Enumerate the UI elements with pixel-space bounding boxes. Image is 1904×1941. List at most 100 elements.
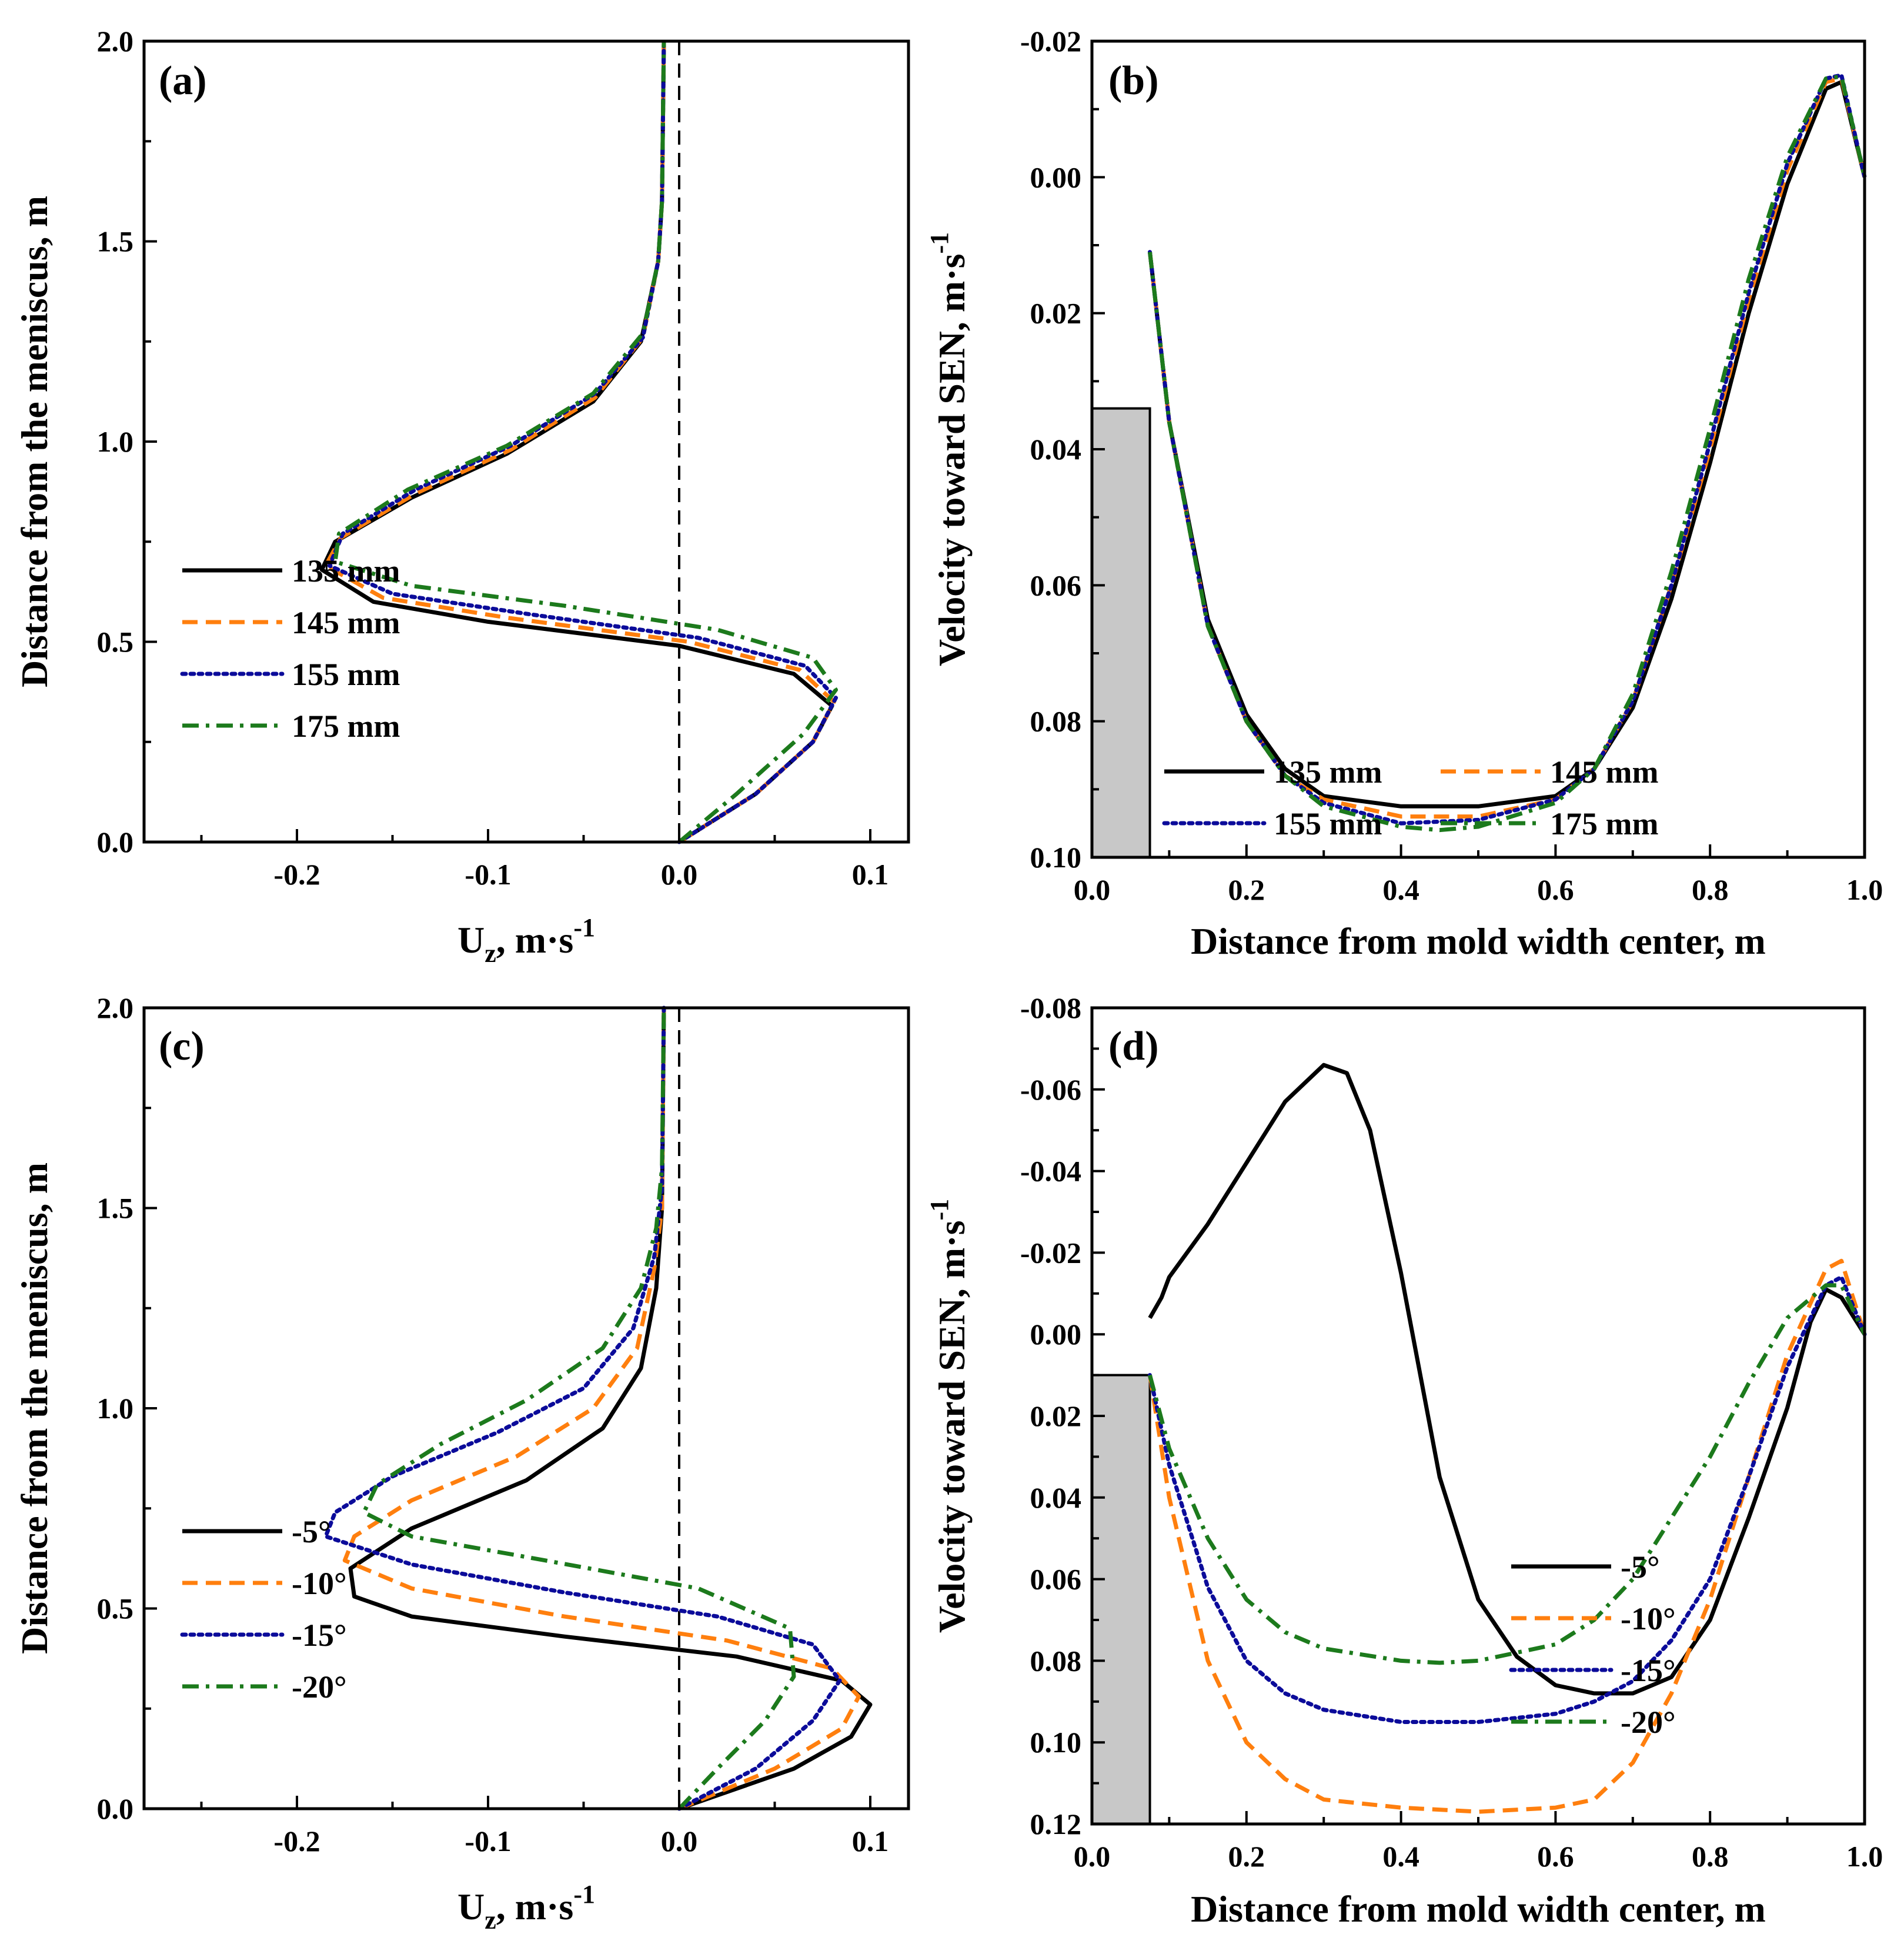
panel-c-plot-frame xyxy=(142,1006,910,1810)
panel-b-label: (b) xyxy=(1108,58,1159,103)
panel-c-label: (c) xyxy=(159,1024,205,1069)
panel-a-plot-frame xyxy=(142,39,910,844)
panel-b-series-2 xyxy=(1148,73,1867,826)
panel-c-xtick-label-2: 0.0 xyxy=(661,1825,698,1858)
panel-b-sen-layer xyxy=(1091,407,1151,858)
panel-d-xlabel: Distance from mold width center, m xyxy=(1191,1888,1766,1930)
panel-d-legend-label-3: -20° xyxy=(1621,1705,1676,1740)
panel-c-legend: -5° -10° -15° -20° xyxy=(180,1514,347,1705)
panel-c-ytick-label-1: 0.5 xyxy=(97,1592,134,1625)
panel-d-ylabel-sup: -1 xyxy=(925,1199,954,1221)
panel-a-xlabel-main: U xyxy=(457,919,485,961)
panel-b-ytick-label-3: 0.04 xyxy=(1030,433,1082,466)
panel-b-series-layer xyxy=(1148,73,1867,833)
panel-c-legend-label-2: -15° xyxy=(292,1618,347,1653)
panel-b-ytick-label-0: -0.02 xyxy=(1020,25,1081,58)
panel-b-series-3 xyxy=(1148,74,1867,833)
panel-d-ytick-label-5: 0.02 xyxy=(1030,1399,1082,1432)
panel-c-legend-label-1: -10° xyxy=(292,1566,347,1601)
panel-b-ytick-label-5: 0.08 xyxy=(1030,705,1082,738)
panel-c-xlabel: Uz, m·s-1 xyxy=(457,1880,595,1935)
panel-d-ytick-label-9: 0.10 xyxy=(1030,1726,1082,1759)
panel-b-ytick-label-6: 0.10 xyxy=(1030,841,1082,874)
panel-a-ytick-label-2: 1.0 xyxy=(97,425,134,458)
panel-d-ytick-label-1: -0.06 xyxy=(1020,1073,1081,1106)
panel-d-legend-label-1: -10° xyxy=(1621,1601,1676,1636)
panel-a-legend-label-1: 145 mm xyxy=(292,605,400,640)
panel-b-ylabel-main: Velocity toward SEN, m·s xyxy=(931,254,973,667)
panel-d-xtick-label-4: 0.8 xyxy=(1692,1840,1729,1873)
panel-c-xlabel-sub: z xyxy=(485,1906,496,1935)
panel-a-xtick-label-0: -0.2 xyxy=(273,858,320,891)
panel-d-ytick-label-7: 0.06 xyxy=(1030,1563,1082,1596)
panel-c-series-layer xyxy=(323,1005,873,1811)
panel-b-legend-label-3: 175 mm xyxy=(1550,806,1658,841)
panel-d-ytick-label-4: 0.00 xyxy=(1030,1318,1082,1351)
panel-a-ytick-label-1: 0.5 xyxy=(97,626,134,659)
panel-d-ticks-layer: 0.0 0.2 0.4 0.6 0.8 1.0 -0.08 -0.06 -0.04 -0.02 0.… xyxy=(1020,991,1883,1873)
panel-a-xlabel: Uz, m·s-1 xyxy=(457,913,595,968)
panel-b-legend: 135 mm 145 mm 155 mm 175 mm xyxy=(1162,754,1658,841)
panel-d-series-0 xyxy=(1148,1063,1866,1696)
panel-d-sen-region xyxy=(1091,1374,1151,1826)
panel-b-xlabel: Distance from mold width center, m xyxy=(1191,920,1766,962)
panel-d-ylabel-main: Velocity toward SEN, m·s xyxy=(931,1221,973,1633)
panel-d-legend-label-0: -5° xyxy=(1621,1549,1660,1585)
panel-b-xtick-label-0: 0.0 xyxy=(1074,873,1111,906)
panel-d-series-layer xyxy=(1148,1063,1867,1814)
panel-d-series-2 xyxy=(1148,1275,1867,1724)
panel-c-ylabel: Distance from the meniscus, m xyxy=(14,1162,55,1654)
panel-c-xtick-label-1: -0.1 xyxy=(465,1825,511,1858)
panel-d-ytick-label-3: -0.02 xyxy=(1020,1236,1081,1269)
panel-c-ytick-label-4: 2.0 xyxy=(97,991,134,1024)
panel-a-legend-label-2: 155 mm xyxy=(292,657,400,692)
panel-a: -0.2 -0.1 0.0 0.1 0.0 0.5 1.0 1.5 2.0 (a) Uz, m·… xyxy=(14,25,910,968)
panel-a-legend: 135 mm 145 mm 155 mm 175 mm xyxy=(180,553,400,744)
panel-d-xtick-label-3: 0.6 xyxy=(1537,1840,1574,1873)
panel-b-legend-label-1: 145 mm xyxy=(1550,754,1658,790)
panel-a-label: (a) xyxy=(159,58,207,103)
panel-a-series-1 xyxy=(323,41,836,844)
panel-a-ytick-label-3: 1.5 xyxy=(97,225,134,258)
panel-a-ytick-label-0: 0.0 xyxy=(97,826,134,858)
panel-c-xlabel-unit: , m·s xyxy=(496,1886,574,1927)
panel-c-xtick-label-0: -0.2 xyxy=(273,1825,320,1858)
panel-c-xtick-label-3: 0.1 xyxy=(852,1825,889,1858)
panel-d-xtick-label-5: 1.0 xyxy=(1846,1840,1883,1873)
panel-c-series-0 xyxy=(348,1007,873,1811)
panel-a-ytick-label-4: 2.0 xyxy=(97,25,134,58)
panel-a-series-layer xyxy=(319,39,838,844)
panel-b-legend-label-2: 155 mm xyxy=(1274,806,1382,841)
panel-c-ytick-label-0: 0.0 xyxy=(97,1792,134,1825)
panel-b-xtick-label-3: 0.6 xyxy=(1537,873,1574,906)
panel-b: 0.0 0.2 0.4 0.6 0.8 1.0 -0.02 0.00 0.02 0.04 0.06 0… xyxy=(925,25,1883,962)
panel-b-series-0 xyxy=(1148,79,1867,809)
panel-d-legend: -5° -10° -15° -20° xyxy=(1509,1549,1676,1740)
panel-c-series-1 xyxy=(342,1007,861,1811)
panel-d-legend-label-2: -15° xyxy=(1621,1653,1676,1688)
panel-b-xtick-label-5: 1.0 xyxy=(1846,873,1883,906)
panel-a-xlabel-sup: -1 xyxy=(573,913,595,942)
panel-c-xlabel-main: U xyxy=(457,1886,485,1927)
panel-d-ytick-label-10: 0.12 xyxy=(1030,1808,1082,1840)
panel-d-ytick-label-6: 0.04 xyxy=(1030,1481,1082,1514)
panel-a-legend-label-0: 135 mm xyxy=(292,553,400,589)
panel-c-ytick-label-3: 1.5 xyxy=(97,1192,134,1225)
panel-d-ytick-label-8: 0.08 xyxy=(1030,1644,1082,1677)
panel-d-sen-layer xyxy=(1091,1374,1151,1826)
panel-b-xtick-label-4: 0.8 xyxy=(1692,873,1729,906)
panel-c-xlabel-sup: -1 xyxy=(573,1880,595,1909)
panel-d-label: (d) xyxy=(1108,1024,1159,1069)
panel-d-xtick-label-2: 0.4 xyxy=(1382,1840,1419,1873)
panel-b-series-1 xyxy=(1148,76,1867,819)
panel-d: 0.0 0.2 0.4 0.6 0.8 1.0 -0.08 -0.06 -0.04 -0.02 0.… xyxy=(925,991,1883,1930)
panel-d-series-3 xyxy=(1148,1283,1867,1665)
panel-c-legend-label-0: -5° xyxy=(292,1514,331,1549)
panel-d-series-1 xyxy=(1148,1258,1867,1814)
panel-b-ylabel-sup: -1 xyxy=(925,232,954,254)
panel-a-xtick-label-2: 0.0 xyxy=(661,858,698,891)
panel-d-ytick-label-0: -0.08 xyxy=(1020,991,1081,1024)
panel-b-plot-frame xyxy=(1090,39,1866,859)
panel-b-ylabel: Velocity toward SEN, m·s-1 xyxy=(925,232,973,666)
